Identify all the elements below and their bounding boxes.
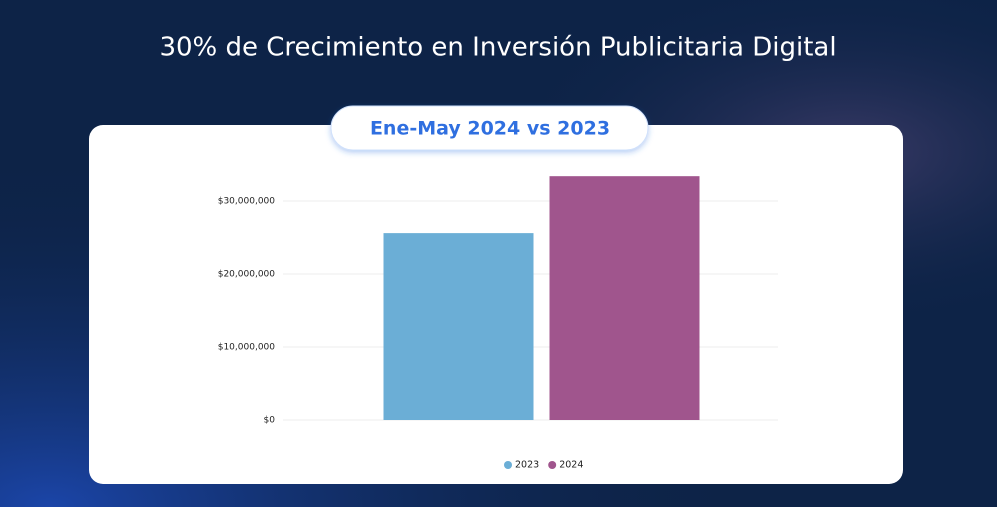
bar bbox=[549, 176, 700, 420]
page-title: 30% de Crecimiento en Inversión Publicit… bbox=[159, 33, 836, 63]
legend-marker bbox=[504, 461, 512, 469]
bar bbox=[383, 233, 534, 420]
y-tick-label: $30,000,000 bbox=[218, 197, 276, 207]
y-tick-label: $10,000,000 bbox=[218, 343, 276, 353]
legend-label: 2023 bbox=[515, 460, 539, 471]
subtitle-pill bbox=[330, 105, 649, 151]
chart-subtitle: Ene-May 2024 vs 2023 bbox=[370, 118, 610, 140]
plot: $0 $10,000,000 $20,000,000 $30,000,000 2023 2… bbox=[218, 176, 778, 471]
y-tick-label: $0 bbox=[264, 416, 276, 426]
legend-label: 2024 bbox=[559, 460, 583, 471]
legend-marker bbox=[548, 461, 557, 469]
y-tick-label: $20,000,000 bbox=[218, 270, 276, 280]
